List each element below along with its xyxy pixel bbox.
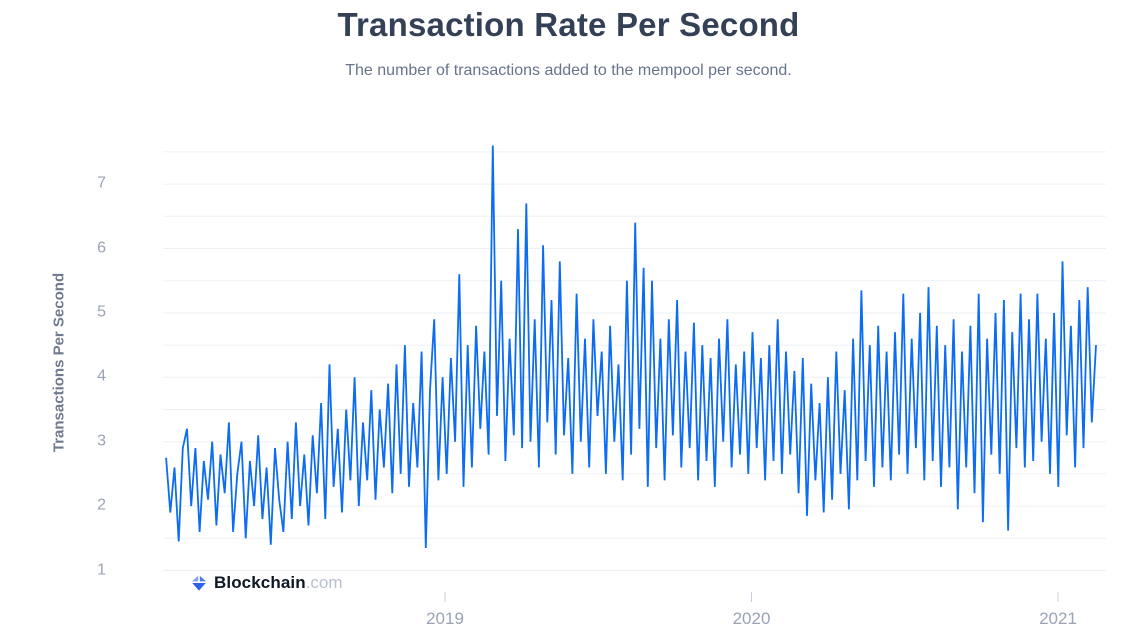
brand-suffix: .com bbox=[305, 573, 343, 592]
tps-line-series bbox=[165, 145, 1097, 549]
y-tick-label: 2 bbox=[97, 496, 106, 514]
y-tick-label: 4 bbox=[97, 367, 106, 385]
plot-area[interactable] bbox=[163, 140, 1106, 585]
page-subtitle: The number of transactions added to the … bbox=[345, 62, 792, 79]
blockchain-watermark[interactable]: Blockchain.com bbox=[190, 572, 343, 594]
page-title: Transaction Rate Per Second bbox=[337, 6, 800, 43]
y-tick-label: 5 bbox=[97, 303, 106, 321]
y-tick-label: 6 bbox=[97, 239, 106, 257]
x-tick-label: 2020 bbox=[732, 609, 771, 628]
x-tick-label: 2019 bbox=[426, 609, 464, 628]
y-tick-label: 7 bbox=[97, 174, 106, 192]
blockchain-cube-icon bbox=[192, 575, 206, 591]
brand-name: Blockchain bbox=[214, 573, 306, 592]
y-tick-label: 1 bbox=[97, 561, 106, 579]
y-tick-label: 3 bbox=[97, 432, 106, 450]
x-tick-label: 2021 bbox=[1039, 609, 1077, 628]
